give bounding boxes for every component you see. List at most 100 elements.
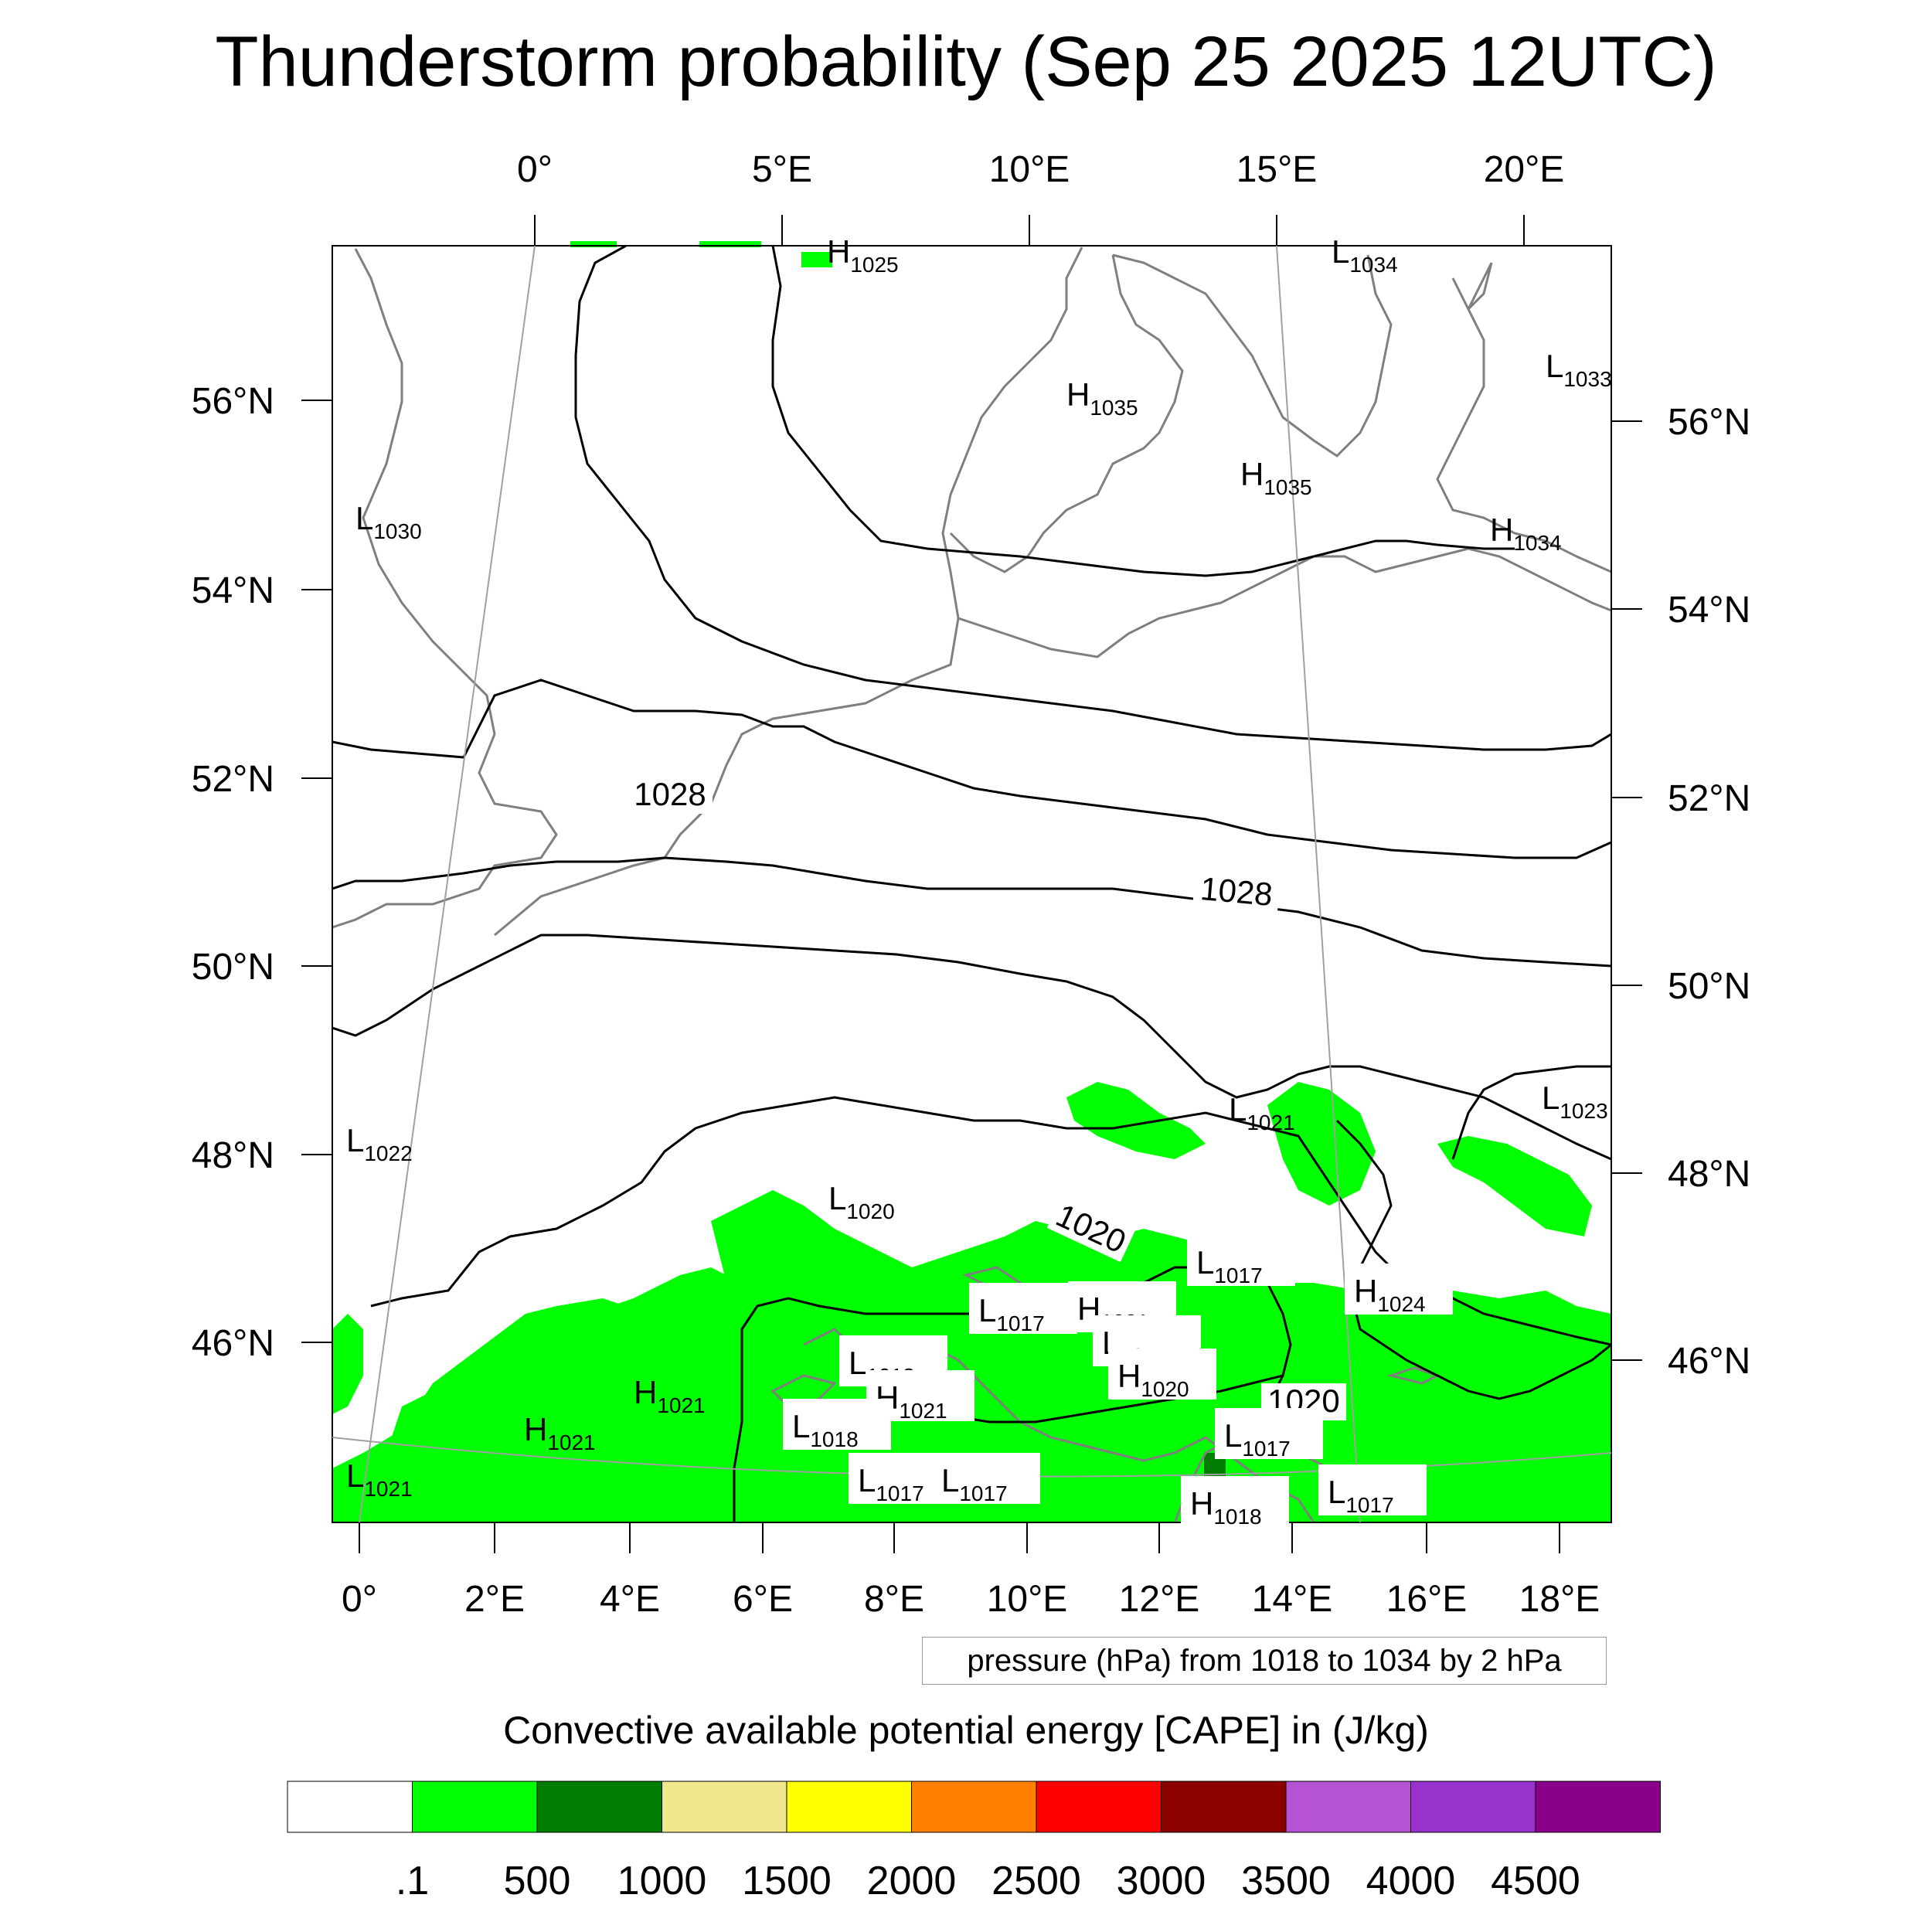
low-pressure-center: L1033 [1546,348,1612,391]
right-lat-label: 46°N [1668,1341,1750,1382]
left-lat-label: 56°N [192,381,274,422]
high-pressure-center: H1021 [876,1379,947,1423]
coastline-uk [332,248,558,929]
high-pressure-center: H1025 [827,233,899,277]
cape-area-east [1437,1136,1592,1236]
left-lat-label: 54°N [192,570,274,611]
right-lat-label: 48°N [1668,1154,1750,1195]
colorbar-label: 3000 [1117,1859,1206,1903]
graticule-meridian-0 [359,245,536,1523]
colorbar-label: .1 [396,1859,429,1903]
high-pressure-center: H1034 [1490,512,1562,555]
tick-marks [301,215,1642,1553]
colorbar-label: 2500 [992,1859,1081,1903]
right-lat-label: 50°N [1668,966,1750,1007]
pressure-centers: H1025 L1034 H1035 H1035 L1033 L1030 H1034 L1021… [346,233,1612,1529]
right-lat-label: 54°N [1668,590,1750,631]
colorbar-swatch [1535,1781,1661,1833]
bottom-lon-label: 14°E [1252,1579,1333,1620]
left-lat-label: 50°N [192,947,274,988]
left-lat-label: 52°N [192,759,274,800]
colorbar-label: 1000 [617,1859,707,1903]
low-pressure-center: L1034 [1332,233,1398,277]
colorbar-label: 3500 [1241,1859,1331,1903]
coastline-baltic-south [957,547,1611,658]
bottom-lon-label: 18°E [1519,1579,1600,1620]
colorbar-swatch [1285,1781,1411,1833]
left-lat-label: 46°N [192,1323,274,1364]
colorbar-label: 2000 [867,1859,957,1903]
isobar-j [1451,1065,1611,1160]
bottom-lon-label: 2°E [464,1579,525,1620]
low-pressure-center: L1030 [355,500,422,543]
cape-colorbar: .1 500 1000 1500 2000 2500 3000 3500 4000 4500 [287,1781,1661,1903]
coastline-sweden [1112,253,1393,457]
top-lon-label: 5°E [752,149,812,190]
bottom-lon-label: 6°E [733,1579,793,1620]
high-pressure-center: H1035 [1240,456,1312,499]
high-pressure-center: H1024 [1354,1273,1426,1316]
bottom-lon-label: 12°E [1119,1579,1200,1620]
right-lat-label: 52°N [1668,778,1750,819]
isobar-d [332,856,1611,968]
colorbar-swatch [412,1781,538,1833]
coastline-denmark [949,254,1184,573]
isobar-b [574,246,1611,751]
isobar-label: 1028 [1199,870,1274,913]
coastlines [332,247,1611,1522]
colorbar-swatch [786,1781,912,1833]
cape-area-france [611,1283,742,1437]
colorbar-label: 4000 [1366,1859,1456,1903]
cape-blob-north2 [699,241,761,247]
cape-area-france-west [386,1391,479,1515]
axis-labels: 0° 5°E 10°E 15°E 20°E 0° 2°E 4°E 6°E 8°E… [192,149,1751,1620]
low-pressure-center: L1023 [1542,1080,1608,1123]
low-pressure-center: L1017 [1196,1244,1263,1287]
cape-area-poland-south [1267,1082,1376,1206]
top-lon-label: 10°E [989,149,1070,190]
colorbar-label: 1500 [742,1859,832,1903]
colorbar-swatch [662,1781,787,1833]
coastline-continent-north [494,247,1083,937]
low-pressure-center: L1017 [858,1462,924,1505]
bottom-lon-label: 16°E [1386,1579,1468,1620]
high-pressure-center: H1035 [1066,376,1138,420]
colorbar-label: 4500 [1491,1859,1580,1903]
map-title: Thunderstorm probability (Sep 25 2025 12… [215,22,1717,101]
low-pressure-center: L1017 [978,1292,1045,1335]
colorbar-swatch [287,1781,413,1833]
coastline-baltic-east [1436,277,1611,573]
isobar-label: 1028 [634,776,706,812]
isobar-e [332,934,1611,1161]
colorbar-swatch [911,1781,1037,1833]
colorbar-swatch [1161,1781,1287,1833]
left-lat-label: 48°N [192,1135,274,1176]
isobar-i [1335,1119,1611,1400]
top-lon-label: 0° [517,149,553,190]
isobars [332,246,1611,1522]
high-pressure-center: H1021 [634,1374,706,1417]
low-pressure-center: L1017 [1224,1417,1291,1461]
cape-blob-north [570,241,617,247]
bottom-lon-label: 4°E [600,1579,660,1620]
high-pressure-center: H1018 [1190,1485,1262,1529]
colorbar-label: 500 [504,1859,571,1903]
low-pressure-center: L1022 [346,1122,413,1165]
top-lon-label: 15°E [1236,149,1318,190]
low-pressure-center: L1017 [941,1462,1008,1505]
low-pressure-center: L1021 [1229,1091,1295,1134]
cape-blob-north3 [801,252,832,267]
bottom-lon-label: 10°E [987,1579,1068,1620]
cape-area-hungary [1360,1283,1611,1453]
cape-area-czech [1066,1082,1206,1159]
isobar-a [771,246,1515,577]
right-lat-label: 56°N [1668,402,1750,443]
pressure-contour-note: pressure (hPa) from 1018 to 1034 by 2 hP… [922,1637,1607,1685]
map-frame [332,245,1612,1523]
colorbar-title: Convective available potential energy [C… [503,1709,1429,1752]
colorbar-swatch [1410,1781,1536,1833]
low-pressure-center: L1020 [828,1180,895,1223]
colorbar-swatch [1036,1781,1162,1833]
